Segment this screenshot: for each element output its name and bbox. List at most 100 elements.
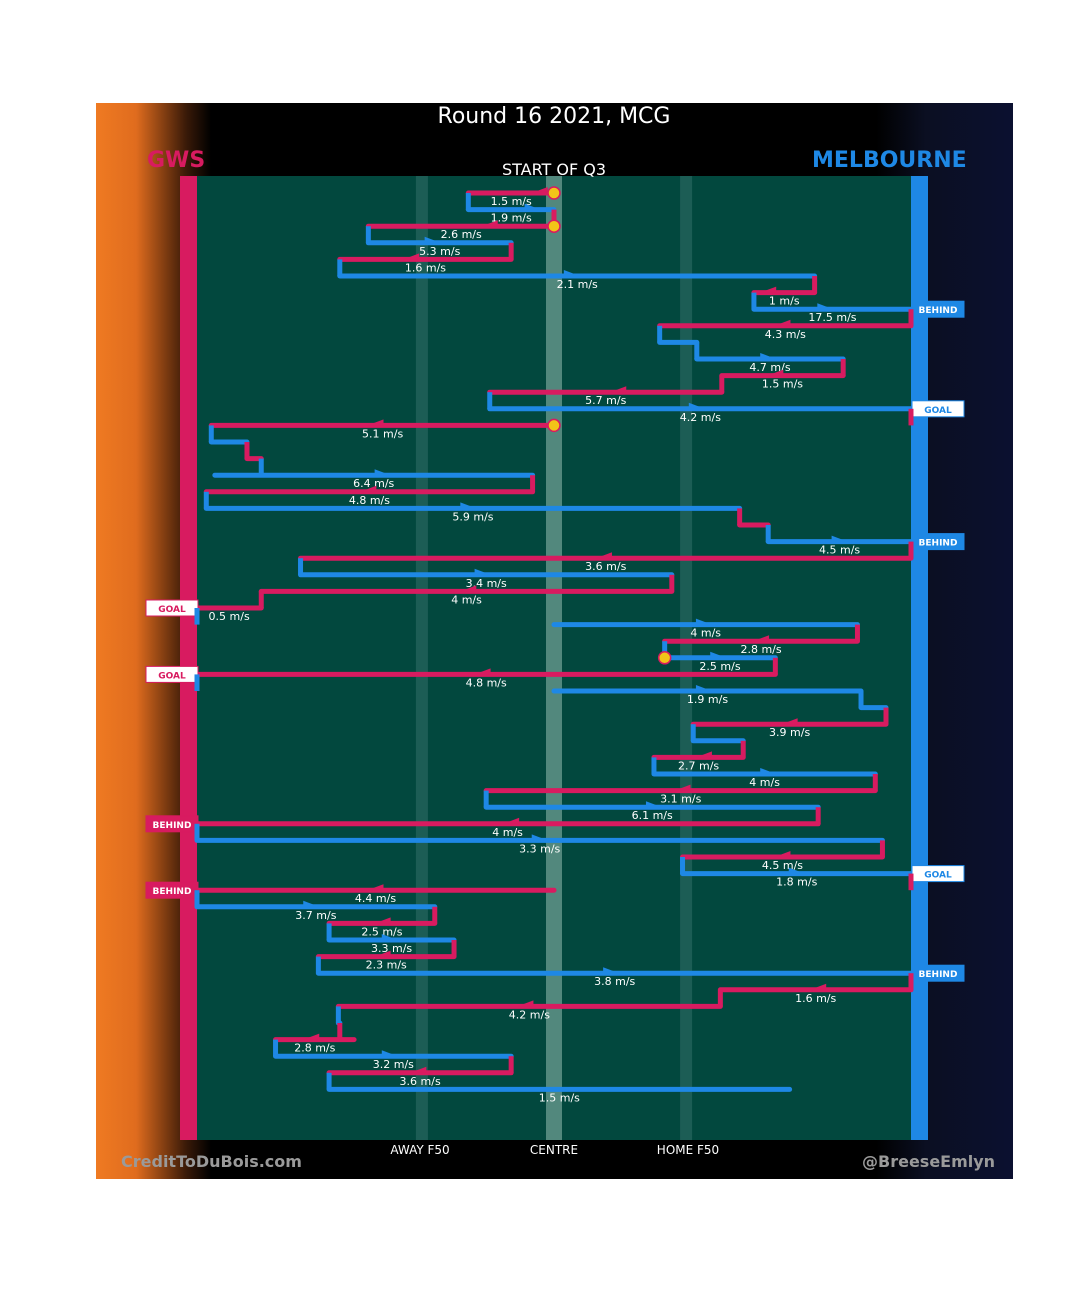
- outcome-label: GOAL: [158, 605, 186, 615]
- speed-label: 5.7 m/s: [585, 394, 626, 407]
- speed-label: 3.1 m/s: [660, 793, 701, 806]
- direction-arrow: [760, 353, 777, 359]
- speed-label: 3.7 m/s: [295, 909, 336, 922]
- speed-label: 17.5 m/s: [808, 311, 856, 324]
- direction-arrow: [645, 801, 662, 808]
- speed-label: 2.5 m/s: [361, 925, 402, 938]
- speed-label: 2.8 m/s: [740, 643, 781, 656]
- zone-stripe: [415, 176, 428, 1140]
- direction-arrow: [674, 784, 691, 791]
- direction-arrow: [367, 884, 384, 891]
- speed-label: 4.4 m/s: [355, 892, 396, 905]
- speed-label: 1.5 m/s: [491, 195, 532, 208]
- speed-label: 1 m/s: [769, 295, 800, 308]
- speed-label: 1.5 m/s: [539, 1091, 580, 1104]
- direction-arrow: [695, 751, 712, 758]
- chart-subtitle: START OF Q3: [501, 160, 607, 179]
- speed-label: 4 m/s: [749, 776, 780, 789]
- speed-label: 4 m/s: [690, 627, 721, 640]
- outcome-label: BEHIND: [919, 970, 958, 980]
- direction-arrow: [774, 319, 791, 326]
- gws-team-label: GWS: [147, 148, 206, 173]
- speed-label: 1.9 m/s: [491, 212, 532, 225]
- outcome-label: GOAL: [158, 671, 186, 681]
- x-axis-label-away-f50: AWAY F50: [390, 1143, 450, 1157]
- direction-arrow: [381, 1050, 398, 1057]
- direction-arrow: [481, 220, 498, 227]
- direction-arrow: [460, 585, 477, 592]
- direction-arrow: [753, 635, 770, 642]
- speed-label: 2.5 m/s: [699, 660, 740, 673]
- direction-arrow: [503, 817, 520, 824]
- ball-up-marker: [657, 651, 672, 665]
- credit-left: CreditToDuBois.com: [121, 1152, 302, 1171]
- direction-arrow: [610, 386, 627, 393]
- direction-arrow: [767, 369, 784, 376]
- direction-arrow: [695, 685, 712, 691]
- speed-label: 4.5 m/s: [819, 544, 860, 557]
- ball-up-marker: [547, 418, 561, 433]
- speed-label: 4 m/s: [451, 593, 482, 606]
- speed-label: 3.6 m/s: [400, 1075, 441, 1088]
- speed-label: 3.3 m/s: [371, 942, 412, 955]
- direction-arrow: [531, 187, 548, 193]
- direction-arrow: [774, 851, 791, 857]
- speed-label: 1.6 m/s: [795, 992, 836, 1005]
- speed-label: 4.7 m/s: [749, 361, 790, 374]
- speed-label: 3.9 m/s: [769, 726, 810, 739]
- ball-up-marker: [547, 219, 561, 233]
- direction-arrow: [563, 270, 580, 276]
- direction-arrow: [810, 983, 827, 990]
- melbourne-team-label: MELBOURNE: [812, 148, 967, 173]
- speed-label: 2.6 m/s: [441, 228, 482, 241]
- speed-label: 5.3 m/s: [419, 245, 460, 258]
- gws-goal-line: [180, 176, 197, 1140]
- outcome-label: BEHIND: [919, 306, 958, 316]
- direction-arrow: [524, 203, 541, 210]
- direction-arrow: [381, 934, 398, 940]
- direction-arrow: [403, 253, 420, 260]
- speed-label: 3.8 m/s: [594, 975, 635, 988]
- direction-arrow: [688, 402, 705, 409]
- outcome-label: BEHIND: [153, 821, 192, 831]
- speed-label: 1.9 m/s: [687, 693, 728, 706]
- direction-arrow: [303, 1033, 320, 1040]
- outcome-label: GOAL: [924, 871, 952, 881]
- speed-label: 3.3 m/s: [519, 842, 560, 855]
- direction-arrow: [760, 286, 777, 293]
- direction-arrow: [460, 502, 477, 509]
- direction-arrow: [374, 950, 391, 957]
- speed-label: 5.9 m/s: [452, 510, 493, 523]
- direction-arrow: [303, 900, 320, 907]
- direction-arrow: [517, 1000, 534, 1007]
- direction-arrow: [788, 867, 805, 874]
- speed-label: 1.5 m/s: [762, 378, 803, 391]
- speed-label: 3.6 m/s: [585, 560, 626, 573]
- direction-arrow: [531, 834, 548, 841]
- direction-arrow: [474, 668, 491, 675]
- x-axis-label-centre: CENTRE: [529, 1143, 579, 1157]
- direction-arrow: [374, 917, 391, 924]
- outcome-label: BEHIND: [919, 539, 958, 549]
- speed-label: 4.2 m/s: [509, 1008, 550, 1021]
- direction-arrow: [410, 1066, 427, 1073]
- speed-label: 4.3 m/s: [765, 328, 806, 341]
- direction-arrow: [781, 718, 798, 725]
- speed-label: 4 m/s: [492, 826, 523, 839]
- direction-arrow: [367, 419, 384, 426]
- speed-label: 4.8 m/s: [466, 676, 507, 689]
- direction-arrow: [817, 303, 834, 310]
- speed-label: 0.5 m/s: [209, 610, 250, 623]
- chart-title: Round 16 2021, MCG: [437, 104, 671, 129]
- ball-up-marker: [547, 186, 561, 200]
- speed-label: 4.8 m/s: [349, 494, 390, 507]
- speed-label: 2.8 m/s: [294, 1042, 335, 1055]
- credit-right: @BreeseEmlyn: [862, 1152, 996, 1171]
- speed-label: 2.3 m/s: [366, 959, 407, 972]
- direction-arrow: [474, 568, 491, 575]
- direction-arrow: [595, 552, 612, 559]
- zone-stripe: [546, 176, 562, 1140]
- direction-arrow: [695, 618, 712, 625]
- speed-label: 3.2 m/s: [373, 1058, 414, 1071]
